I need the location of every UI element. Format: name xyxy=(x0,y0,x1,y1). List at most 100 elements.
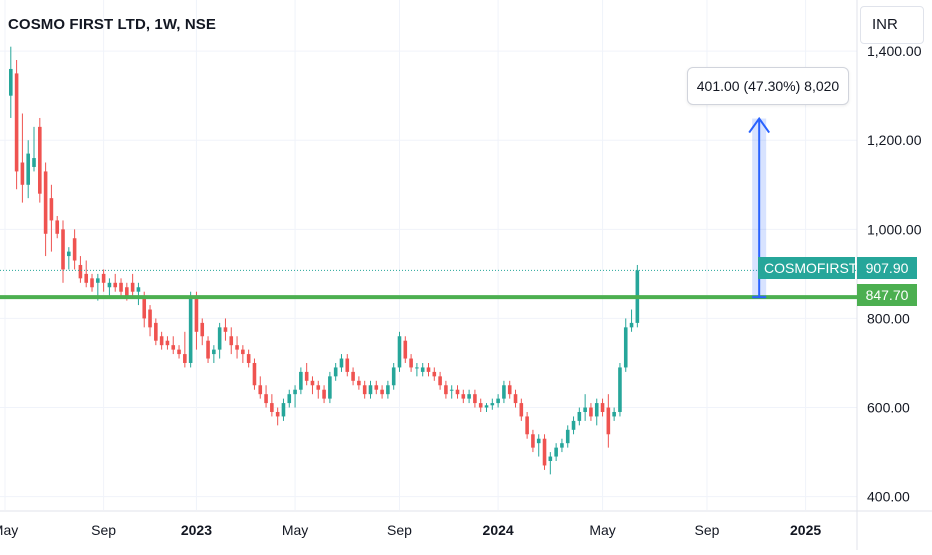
candle-body xyxy=(67,251,71,257)
y-tick-label: 1,200.00 xyxy=(867,132,922,148)
candle-body xyxy=(362,385,367,395)
candle-body xyxy=(14,73,19,172)
candle-body xyxy=(345,358,350,372)
candle-body xyxy=(9,68,13,96)
candle-body xyxy=(629,322,634,328)
candle-body xyxy=(496,398,500,404)
candle-body xyxy=(432,371,437,377)
candle-body xyxy=(623,327,628,368)
x-tick-label: May xyxy=(282,522,308,538)
candle-body xyxy=(107,282,112,288)
candle-body xyxy=(583,407,587,412)
candle-body xyxy=(397,336,402,368)
candle-body xyxy=(96,278,100,283)
candle-body xyxy=(304,371,309,381)
candle-body xyxy=(264,394,268,404)
candle-body xyxy=(560,443,564,448)
drawings[interactable] xyxy=(0,116,857,300)
candle-body xyxy=(217,327,222,350)
candle-body xyxy=(38,126,42,194)
candle-body xyxy=(478,403,483,408)
currency-button[interactable]: INR xyxy=(860,6,924,44)
candle-body xyxy=(84,273,89,283)
y-tick-label: 800.00 xyxy=(867,310,910,326)
candle-body xyxy=(252,362,257,386)
x-tick-label: Sep xyxy=(695,522,720,538)
y-tick-label: 1,000.00 xyxy=(867,221,922,237)
candle-body xyxy=(43,171,48,234)
chart-title: COSMO FIRST LTD, 1W, NSE xyxy=(8,16,216,33)
candle-body xyxy=(606,407,611,435)
candle-body xyxy=(241,349,245,355)
candle-body xyxy=(183,354,187,363)
candle-body xyxy=(444,385,448,395)
candle-body xyxy=(101,273,106,283)
candle-body xyxy=(72,238,77,261)
y-tick-label: 600.00 xyxy=(867,400,910,416)
candle-body xyxy=(212,349,216,355)
candle-body xyxy=(339,358,344,368)
candle-body xyxy=(125,287,129,297)
candle-body xyxy=(258,385,263,395)
candle-body xyxy=(206,340,210,359)
candle-body xyxy=(577,411,582,421)
candle-body xyxy=(502,385,506,399)
candle-body xyxy=(542,438,547,466)
candle-body xyxy=(420,367,425,372)
candle-body xyxy=(333,367,338,377)
candle-body xyxy=(223,327,228,332)
candle-body xyxy=(438,376,442,386)
candle-body xyxy=(490,403,495,406)
candle-body xyxy=(177,349,181,355)
candle-body xyxy=(426,367,431,372)
candle-body xyxy=(113,282,118,288)
measure-label: 401.00 (47.30%) 8,020 xyxy=(687,67,849,105)
candle-body xyxy=(287,394,292,404)
candle-body xyxy=(351,371,355,381)
measure-arrow-head xyxy=(748,116,770,134)
candle-body xyxy=(473,394,477,404)
candle-body xyxy=(49,198,54,221)
candle-body xyxy=(409,358,413,368)
candle-body xyxy=(119,282,123,292)
candle-body xyxy=(589,407,593,417)
candle-body xyxy=(165,340,170,346)
candle-body xyxy=(600,403,605,412)
candle-body xyxy=(548,456,553,461)
candle-body xyxy=(194,296,199,332)
candle-body xyxy=(461,394,466,399)
candle-body xyxy=(246,354,251,363)
candle-body xyxy=(554,447,558,457)
candle-body xyxy=(484,405,489,408)
candle-body xyxy=(159,336,164,346)
candle-body xyxy=(368,385,373,395)
candle-body xyxy=(455,389,460,395)
x-tick-label: Sep xyxy=(387,522,412,538)
candle-body xyxy=(525,416,529,435)
candle-body xyxy=(270,403,274,412)
candle-body xyxy=(148,309,152,328)
candle-body xyxy=(403,340,408,359)
candle-body xyxy=(26,153,31,185)
candle-body xyxy=(142,296,147,319)
candle-body xyxy=(612,411,616,417)
candle-body xyxy=(467,394,471,399)
symbol-tag: COSMOFIRST xyxy=(758,257,857,279)
candle-body xyxy=(357,380,361,386)
candle-body xyxy=(328,376,332,399)
candle-body xyxy=(391,367,396,386)
x-tick-label: 2025 xyxy=(790,522,821,538)
candle-body xyxy=(293,389,297,395)
y-tick-label: 1,400.00 xyxy=(867,43,922,59)
candle-body xyxy=(571,420,576,430)
candle-body xyxy=(90,278,94,288)
candle-body xyxy=(299,371,303,390)
candle-body xyxy=(316,385,321,390)
candle-body xyxy=(229,336,234,346)
candle-body xyxy=(61,229,65,270)
candle-body xyxy=(618,367,622,412)
x-tick-label: May xyxy=(589,522,615,538)
